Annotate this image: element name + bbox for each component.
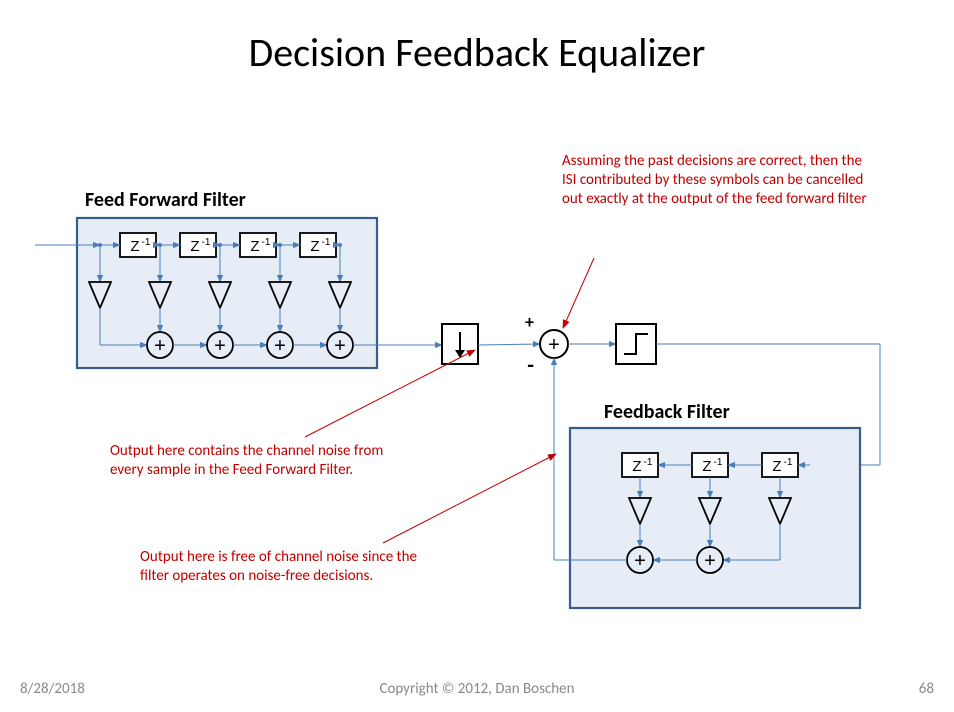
svg-text:+: +	[274, 335, 286, 357]
svg-text:Z: Z	[772, 458, 781, 475]
svg-text:+: +	[548, 334, 560, 356]
svg-text:Z: Z	[190, 238, 199, 255]
svg-text:Z: Z	[130, 238, 139, 255]
svg-text:Z: Z	[250, 238, 259, 255]
svg-text:-: -	[527, 351, 534, 378]
svg-text:-1: -1	[142, 237, 151, 248]
svg-text:-1: -1	[322, 237, 331, 248]
svg-text:-1: -1	[784, 457, 793, 468]
svg-text:-1: -1	[714, 457, 723, 468]
svg-text:+: +	[214, 335, 226, 357]
svg-text:+: +	[334, 335, 346, 357]
dfe-diagram: Z-1Z-1Z-1Z-1++++++-Z-1Z-1Z-1++	[0, 0, 954, 712]
svg-text:Z: Z	[702, 458, 711, 475]
svg-text:-1: -1	[644, 457, 653, 468]
svg-text:-1: -1	[202, 237, 211, 248]
svg-text:-1: -1	[262, 237, 271, 248]
svg-text:+: +	[704, 550, 716, 572]
svg-text:Z: Z	[310, 238, 319, 255]
svg-text:+: +	[634, 550, 646, 572]
svg-text:Z: Z	[632, 458, 641, 475]
svg-text:+: +	[154, 335, 166, 357]
svg-text:+: +	[525, 311, 534, 333]
